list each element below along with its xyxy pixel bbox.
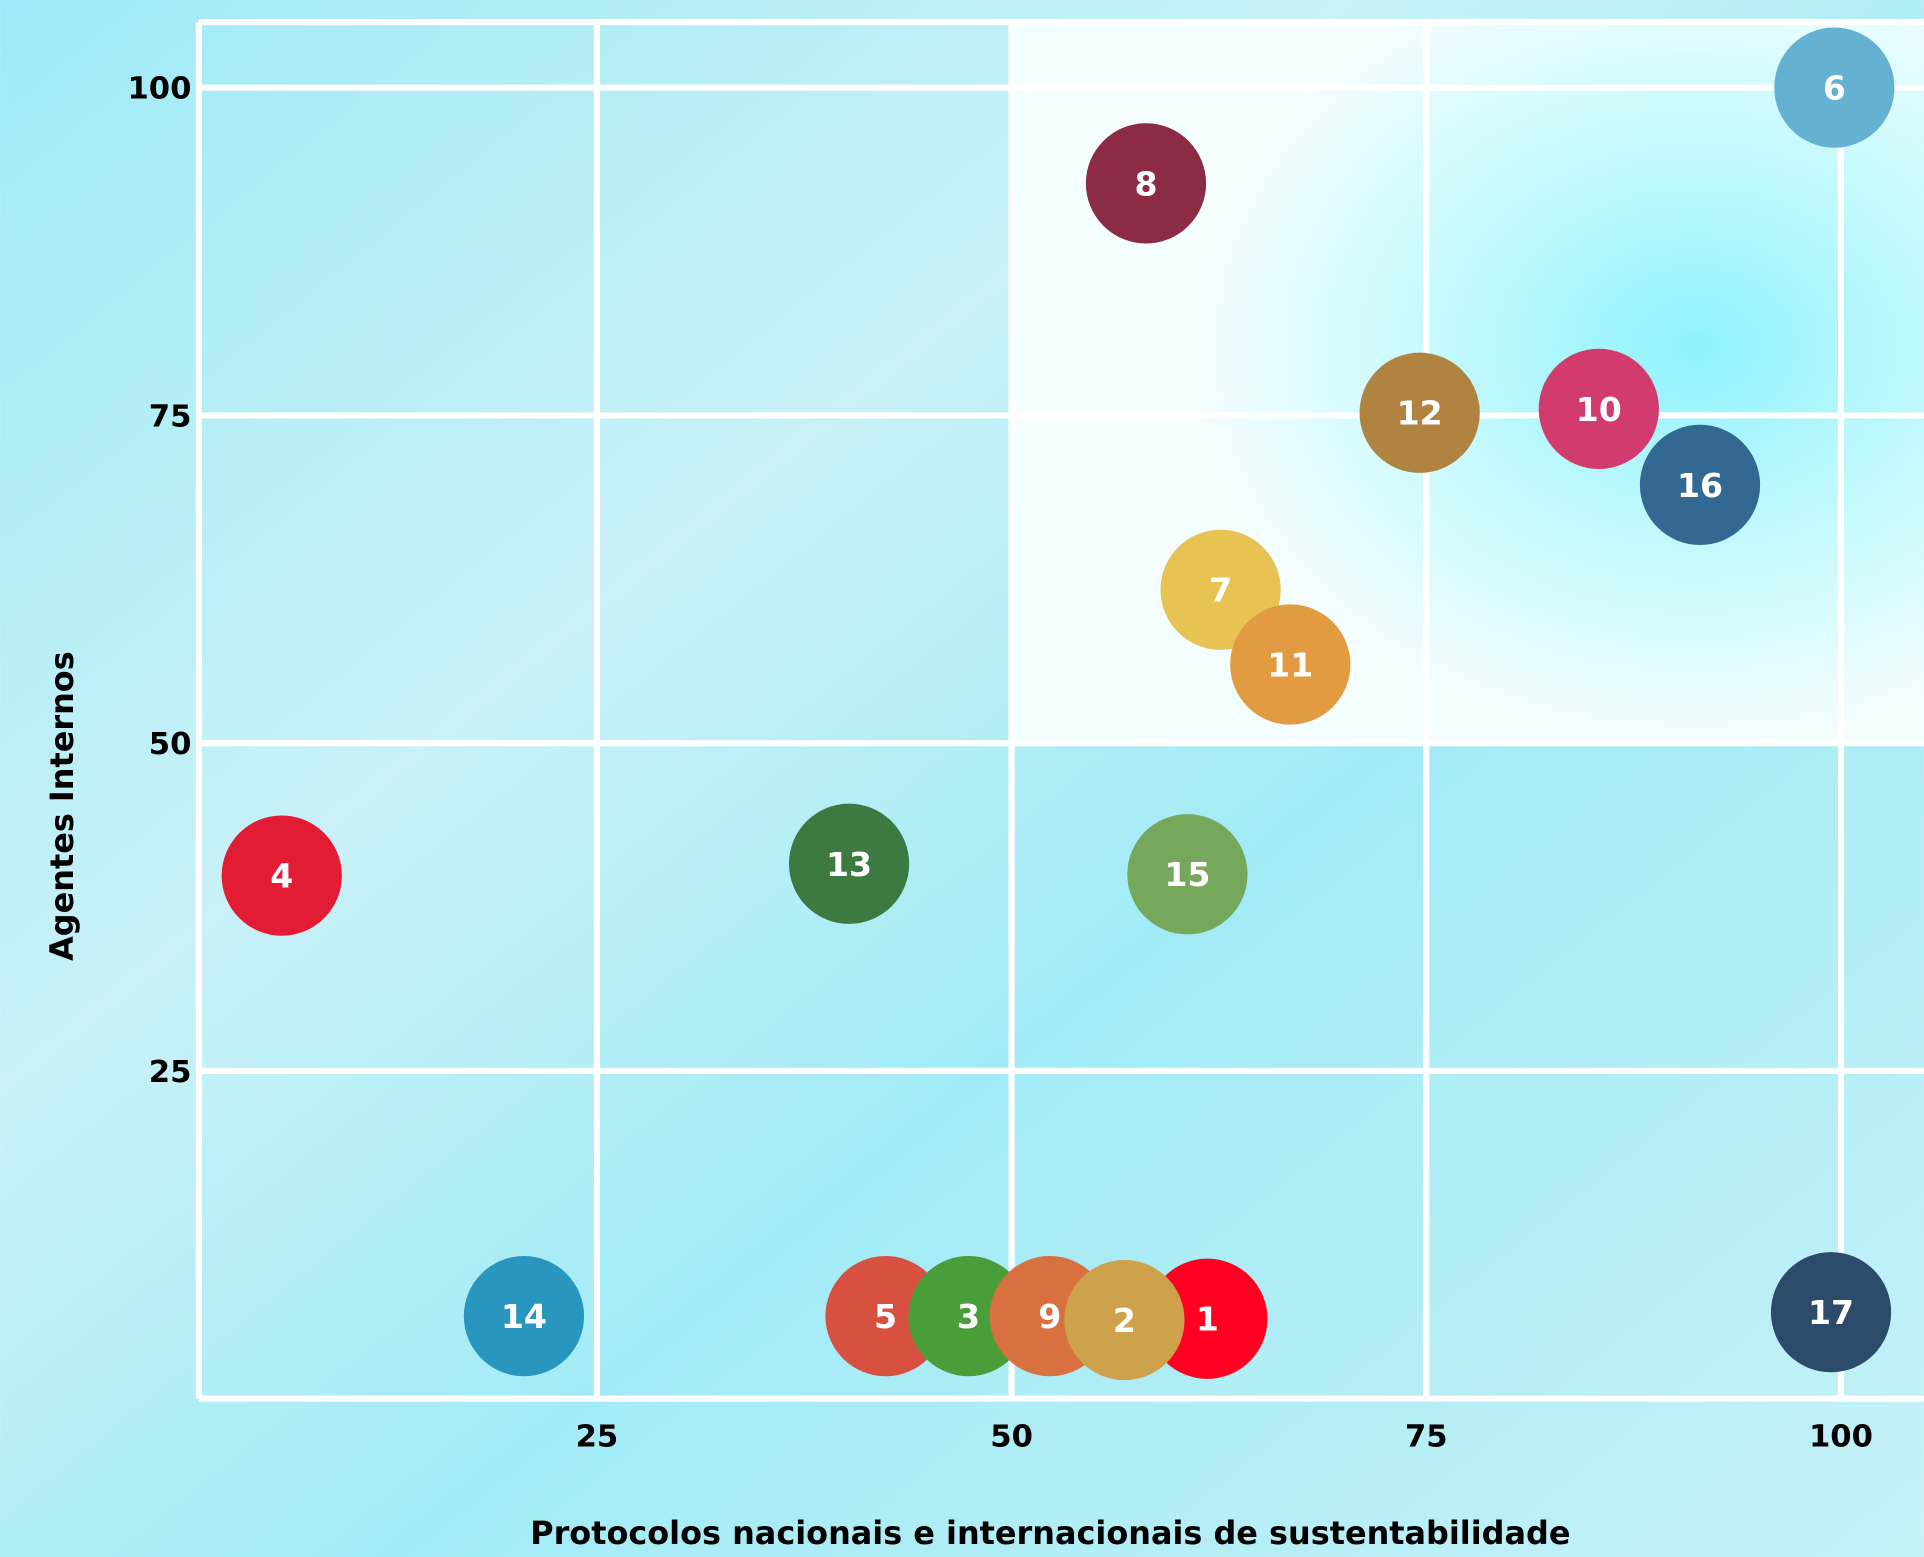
- point: 6: [1774, 27, 1895, 148]
- point-marker: [1085, 123, 1207, 244]
- point: 14: [463, 1256, 585, 1377]
- point-marker: [1639, 424, 1761, 546]
- point-label: 10: [1576, 390, 1622, 429]
- x-tick-label: 50: [990, 1419, 1033, 1454]
- point-marker: [1127, 814, 1248, 935]
- y-tick-label: 50: [149, 727, 192, 762]
- point-label: 1: [1196, 1300, 1219, 1339]
- point-label: 2: [1113, 1301, 1136, 1340]
- point-label: 13: [826, 845, 872, 884]
- point-label: 11: [1267, 645, 1313, 684]
- point: 4: [221, 815, 342, 936]
- point-marker: [1064, 1259, 1185, 1381]
- point-label: 16: [1677, 466, 1723, 505]
- point-label: 7: [1209, 571, 1232, 610]
- point-label: 5: [874, 1297, 897, 1336]
- point-marker: [221, 815, 342, 936]
- point: 8: [1085, 123, 1207, 244]
- point: 15: [1127, 814, 1248, 935]
- point-label: 12: [1397, 394, 1443, 433]
- point: 2: [1064, 1259, 1185, 1381]
- point-marker: [1147, 1258, 1268, 1379]
- point: 5: [825, 1256, 946, 1377]
- point-marker: [1770, 1252, 1892, 1373]
- point-marker: [1774, 27, 1895, 148]
- point: 13: [788, 803, 910, 924]
- point: 12: [1359, 352, 1480, 473]
- point-marker: [1359, 352, 1480, 473]
- x-axis-title: Protocolos nacionais e internacionais de…: [530, 1514, 1570, 1552]
- point-label: 4: [270, 857, 293, 896]
- point-label: 3: [957, 1297, 980, 1336]
- point-marker: [825, 1256, 946, 1377]
- y-tick-label: 25: [149, 1055, 192, 1090]
- point-label: 15: [1164, 855, 1210, 894]
- point-label: 8: [1134, 164, 1157, 203]
- point-marker: [788, 803, 910, 924]
- point: 16: [1639, 424, 1761, 546]
- point-marker: [463, 1256, 585, 1377]
- point: 11: [1230, 604, 1351, 725]
- point-label: 14: [501, 1297, 547, 1336]
- point-label: 9: [1038, 1297, 1061, 1336]
- point-marker: [1230, 604, 1351, 725]
- point-label: 17: [1808, 1293, 1854, 1332]
- x-tick-label: 75: [1405, 1419, 1448, 1454]
- y-axis-title: Agentes Internos: [43, 651, 81, 961]
- point: 10: [1538, 348, 1659, 469]
- x-tick-label: 25: [576, 1419, 619, 1454]
- point-marker: [1538, 348, 1659, 469]
- y-tick-label: 75: [149, 399, 192, 434]
- point: 17: [1770, 1252, 1892, 1373]
- point: 1: [1147, 1258, 1268, 1379]
- point-label: 6: [1823, 69, 1846, 108]
- x-tick-label: 100: [1809, 1419, 1873, 1454]
- y-tick-label: 100: [127, 72, 191, 107]
